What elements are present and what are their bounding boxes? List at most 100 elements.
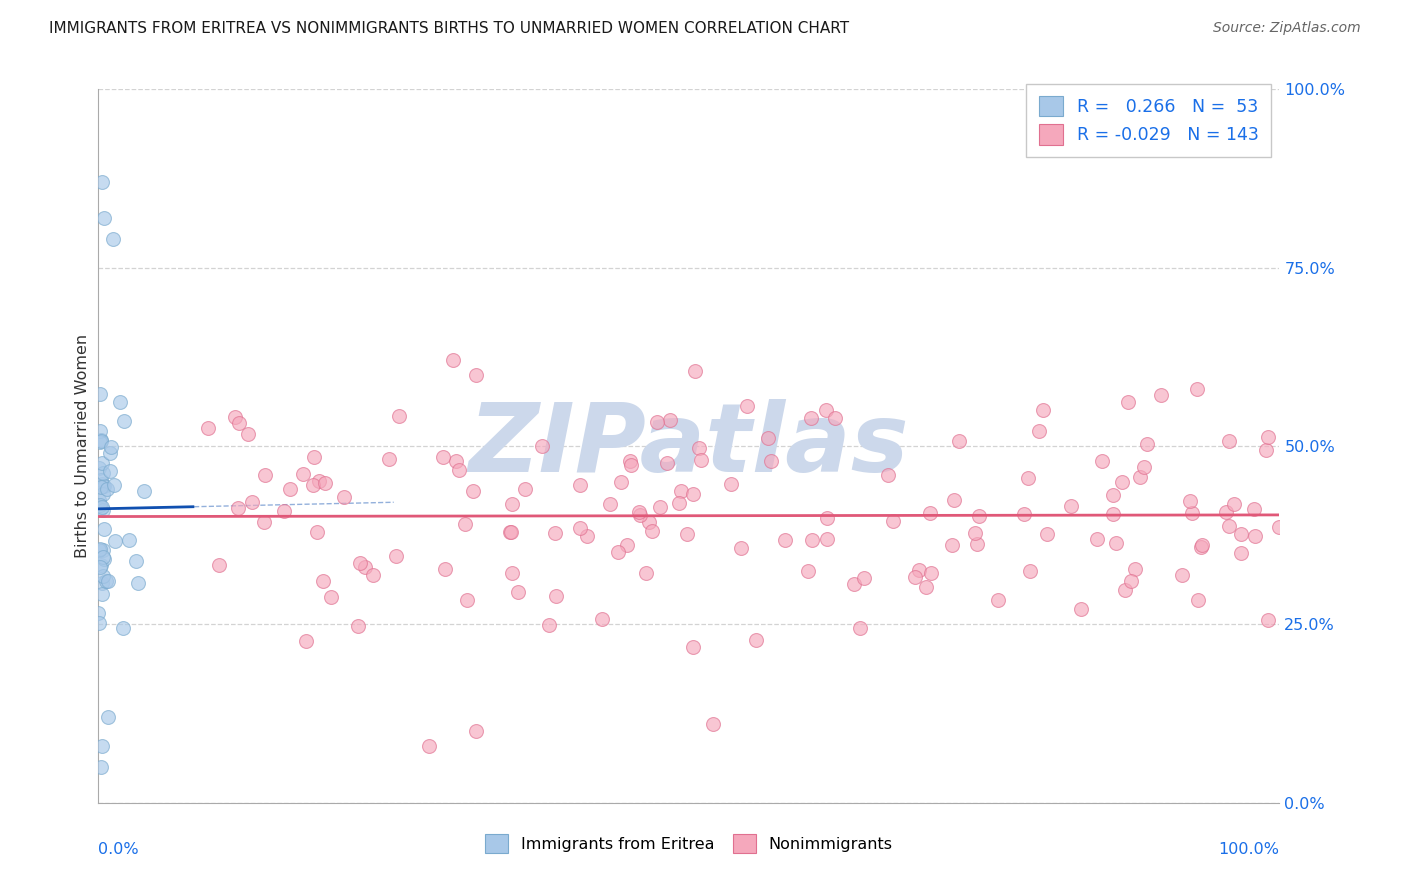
Point (89, 424, 111, 438)
Point (568, 477, 591, 491)
Point (441, 353, 464, 368)
Point (319, 590, 342, 604)
Point (668, 496, 690, 510)
Point (349, 556, 371, 570)
Point (90, 477, 112, 491)
Point (253, 515, 276, 529)
Point (1185, 382, 1208, 396)
Point (98, 465, 121, 479)
Point (91, 479, 114, 493)
Point (91, 569, 114, 583)
Point (942, 493, 965, 508)
Point (591, 612, 613, 626)
Point (89, 560, 111, 574)
Point (1222, 497, 1244, 511)
Point (966, 537, 988, 551)
Point (797, 564, 820, 578)
Point (444, 454, 467, 468)
Point (948, 434, 970, 448)
Point (1136, 437, 1159, 451)
Point (569, 521, 592, 535)
Point (378, 452, 401, 467)
Point (96, 483, 118, 497)
Point (312, 574, 335, 589)
Point (730, 541, 752, 556)
Text: 0.0%: 0.0% (98, 842, 139, 857)
Point (89, 542, 111, 557)
Point (104, 533, 127, 548)
Point (620, 458, 643, 472)
Text: ZIPatlas: ZIPatlas (468, 400, 910, 492)
Point (87, 492, 110, 507)
Point (197, 420, 219, 434)
Point (801, 533, 824, 548)
Point (824, 410, 846, 425)
Point (87, 542, 110, 557)
Point (844, 577, 866, 591)
Point (91, 456, 114, 470)
Point (89, 434, 111, 449)
Point (628, 505, 651, 519)
Point (745, 633, 768, 648)
Point (849, 621, 872, 635)
Point (1123, 562, 1146, 576)
Point (1181, 506, 1204, 520)
Point (682, 640, 704, 654)
Point (682, 487, 704, 501)
Point (702, 717, 724, 731)
Point (112, 414, 135, 428)
Point (1230, 526, 1253, 541)
Point (1243, 529, 1265, 543)
Point (433, 562, 456, 576)
Point (877, 468, 900, 483)
Point (100, 441, 122, 455)
Point (1243, 502, 1265, 516)
Point (90, 576, 112, 591)
Point (273, 504, 295, 518)
Point (908, 562, 931, 576)
Point (1150, 388, 1173, 402)
Point (1218, 434, 1240, 448)
Point (616, 537, 638, 551)
Point (1254, 443, 1277, 458)
Point (1019, 564, 1042, 578)
Point (1257, 429, 1279, 443)
Point (499, 524, 522, 539)
Point (134, 483, 156, 498)
Point (1171, 567, 1194, 582)
Point (94, 574, 117, 588)
Point (1012, 507, 1035, 521)
Point (91, 175, 114, 189)
Point (90, 433, 112, 447)
Point (347, 618, 370, 632)
Point (963, 525, 986, 540)
Point (103, 478, 125, 492)
Point (454, 516, 477, 531)
Point (91, 487, 114, 501)
Point (98, 446, 121, 460)
Point (1032, 403, 1054, 417)
Point (1133, 459, 1156, 474)
Point (97, 710, 120, 724)
Point (242, 494, 264, 508)
Point (815, 511, 838, 525)
Point (461, 483, 484, 498)
Point (756, 430, 779, 444)
Point (735, 399, 758, 413)
Point (295, 633, 318, 648)
Point (683, 364, 706, 378)
Point (800, 411, 823, 425)
Point (1017, 470, 1039, 484)
Point (127, 576, 149, 591)
Text: 100.0%: 100.0% (1219, 842, 1279, 857)
Point (1070, 601, 1092, 615)
Point (546, 589, 568, 603)
Point (302, 450, 325, 464)
Point (90, 473, 112, 487)
Point (112, 621, 135, 635)
Point (93, 551, 115, 566)
Point (90, 480, 112, 494)
Point (599, 497, 621, 511)
Point (853, 570, 876, 584)
Point (882, 514, 904, 528)
